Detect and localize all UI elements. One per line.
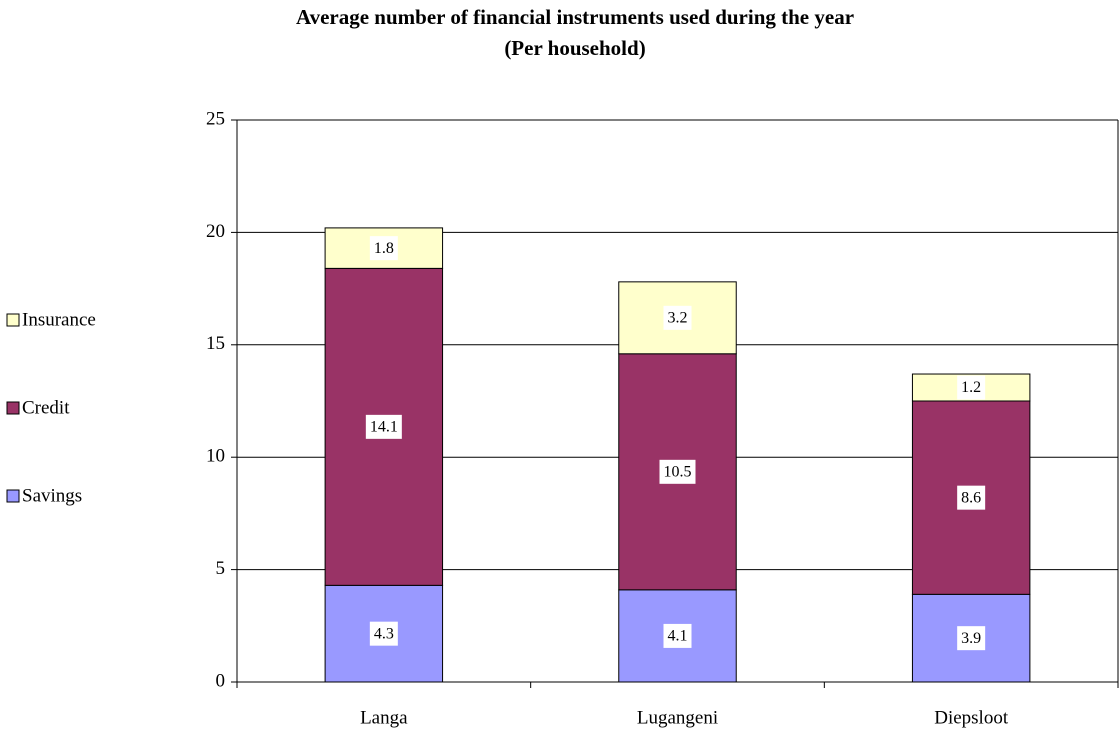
value-label: 1.8: [374, 240, 394, 257]
chart-subtitle: (Per household): [504, 36, 645, 60]
legend-label: Savings: [22, 485, 82, 506]
value-label-bg: [659, 459, 696, 484]
value-label: 3.9: [961, 630, 981, 647]
y-tick-label: 5: [216, 558, 226, 579]
x-tick-label: Diepsloot: [934, 707, 1009, 728]
value-label: 4.3: [374, 625, 394, 642]
y-tick-label: 20: [206, 221, 225, 242]
legend-swatch: [6, 401, 20, 415]
x-tick-label: Lugangeni: [637, 707, 718, 728]
value-label-bg: [957, 626, 986, 651]
value-label: 1.2: [961, 379, 981, 396]
value-label: 8.6: [961, 489, 981, 506]
x-tick-label: Langa: [360, 707, 408, 728]
value-label-bg: [369, 236, 398, 261]
bar-segment: [324, 227, 444, 269]
y-tick-label: 25: [206, 108, 225, 129]
chart-title: Average number of financial instruments …: [296, 5, 854, 29]
legend-swatch: [6, 489, 20, 503]
legend-swatch: [6, 313, 20, 327]
value-label-bg: [365, 414, 402, 439]
value-label-bg: [663, 305, 692, 330]
legend-label: Insurance: [22, 309, 96, 330]
value-label: 4.1: [668, 628, 688, 645]
value-label-bg: [957, 485, 986, 510]
y-tick-label: 10: [206, 446, 225, 467]
legend-label: Credit: [22, 397, 70, 418]
value-label-bg: [663, 623, 692, 648]
y-tick-label: 15: [206, 333, 225, 354]
value-label: 10.5: [664, 463, 692, 480]
value-label: 3.2: [668, 309, 688, 326]
value-label-bg: [369, 621, 398, 646]
value-label-bg: [957, 375, 986, 400]
value-label: 14.1: [370, 419, 398, 436]
y-tick-label: 0: [216, 670, 226, 691]
